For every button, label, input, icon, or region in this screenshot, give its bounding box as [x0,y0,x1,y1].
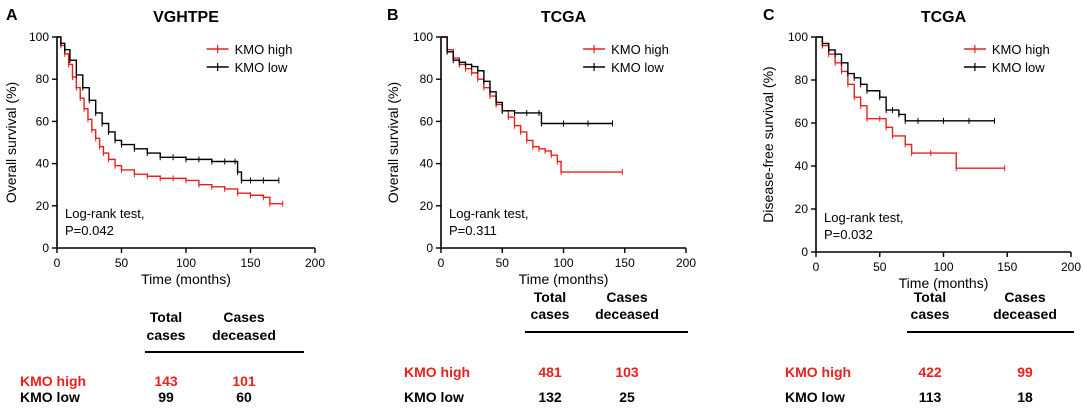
x-axis-label: Time (months) [141,271,231,287]
logrank-pvalue: P=0.042 [65,223,114,238]
table-header-deceased: Cases [606,289,647,305]
y-tick-label: 60 [795,116,809,130]
legend-label: KMO low [611,60,664,75]
y-tick-label: 100 [788,30,808,44]
x-axis-label: Time (months) [899,275,989,291]
y-tick-label: 80 [36,72,50,86]
table-header-deceased: deceased [212,327,276,343]
table-header-deceased: deceased [993,306,1057,322]
y-tick-label: 20 [420,199,434,213]
table-cell-deceased: 18 [1017,389,1033,405]
table-row-label: KMO high [20,373,86,389]
panel-letter: C [763,7,775,24]
x-tick-label: 0 [54,256,61,270]
y-tick-label: 40 [36,157,50,171]
table-header-total: cases [147,327,186,343]
table-row-label: KMO high [404,364,470,380]
table-cell-total: 99 [158,389,174,405]
y-axis-label: Overall survival (%) [3,82,19,203]
table-cell-deceased: 99 [1017,364,1033,380]
chart-title: TCGA [921,9,967,26]
table-header-total: Total [534,289,566,305]
x-tick-label: 150 [615,256,635,270]
table-cell-deceased: 25 [619,389,635,405]
y-tick-label: 100 [413,30,433,44]
y-tick-label: 20 [36,199,50,213]
y-axis-label: Overall survival (%) [385,82,401,203]
y-tick-label: 60 [36,114,50,128]
x-tick-label: 50 [873,260,887,274]
x-tick-label: 0 [813,260,820,274]
y-tick-label: 40 [420,157,434,171]
logrank-pvalue: P=0.032 [824,227,873,242]
x-tick-label: 100 [933,260,953,274]
table-cell-total: 113 [919,389,942,405]
y-tick-label: 60 [420,114,434,128]
logrank-pvalue: P=0.311 [449,223,497,238]
x-tick-label: 200 [305,256,325,270]
x-tick-label: 50 [496,256,510,270]
panel-b: B TCGA 0 20 40 60 80 100 0 50 100 150 200 Time (month… [385,7,696,405]
legend-label: KMO high [235,42,293,57]
table-cell-deceased: 101 [232,373,256,389]
x-tick-label: 50 [115,256,129,270]
y-tick-label: 80 [420,72,434,86]
panel-letter: B [387,7,399,24]
table-header-total: cases [911,306,950,322]
legend-label: KMO low [992,60,1045,75]
table-header-total: cases [531,306,570,322]
table-cell-deceased: 60 [236,389,252,405]
survival-curve-kmo-high [441,36,623,173]
legend-label: KMO high [611,42,669,57]
chart-title: VGHTPE [153,9,219,26]
y-axis-label: Disease-free survival (%) [760,66,776,222]
table-header-total: Total [150,309,182,325]
x-tick-label: 150 [997,260,1017,274]
x-tick-label: 200 [1061,260,1081,274]
x-tick-label: 200 [676,256,696,270]
panel-c: C TCGA 0 20 40 60 80 100 0 50 100 150 200 Time (month… [760,7,1081,405]
y-tick-label: 0 [426,241,433,255]
table-row-label: KMO low [20,389,80,405]
legend-label: KMO high [992,42,1050,57]
table-header-deceased: deceased [595,306,659,322]
survival-curve-kmo-high [816,36,1005,169]
panel-a: A VGHTPE 0 20 40 60 80 100 0 50 100 150 200 Time (mon… [3,7,325,405]
y-tick-label: 40 [795,159,809,173]
x-axis-label: Time (months) [519,271,609,287]
table-cell-total: 143 [154,373,178,389]
x-tick-label: 0 [438,256,445,270]
table-row-label: KMO high [785,364,851,380]
table-cell-total: 132 [538,389,562,405]
logrank-label: Log-rank test, [65,206,145,221]
y-tick-label: 0 [42,241,49,255]
x-tick-label: 100 [176,256,196,270]
x-tick-label: 150 [240,256,260,270]
table-row-label: KMO low [404,389,464,405]
table-row-label: KMO low [785,389,845,405]
logrank-label: Log-rank test, [449,206,529,221]
survival-curve-kmo-low [816,36,995,122]
table-header-deceased: Cases [1004,289,1045,305]
y-tick-label: 0 [801,245,808,259]
table-header-total: Total [914,289,946,305]
legend-label: KMO low [235,60,288,75]
x-tick-label: 100 [553,256,573,270]
table-cell-total: 481 [538,364,562,380]
logrank-label: Log-rank test, [824,210,904,225]
chart-title: TCGA [541,9,587,26]
y-tick-label: 20 [795,202,809,216]
table-header-deceased: Cases [223,309,264,325]
survival-curve-kmo-low [57,36,279,182]
table-cell-total: 422 [918,364,942,380]
table-cell-deceased: 103 [615,364,639,380]
y-tick-label: 80 [795,73,809,87]
y-tick-label: 100 [29,30,49,44]
panel-letter: A [6,7,18,24]
